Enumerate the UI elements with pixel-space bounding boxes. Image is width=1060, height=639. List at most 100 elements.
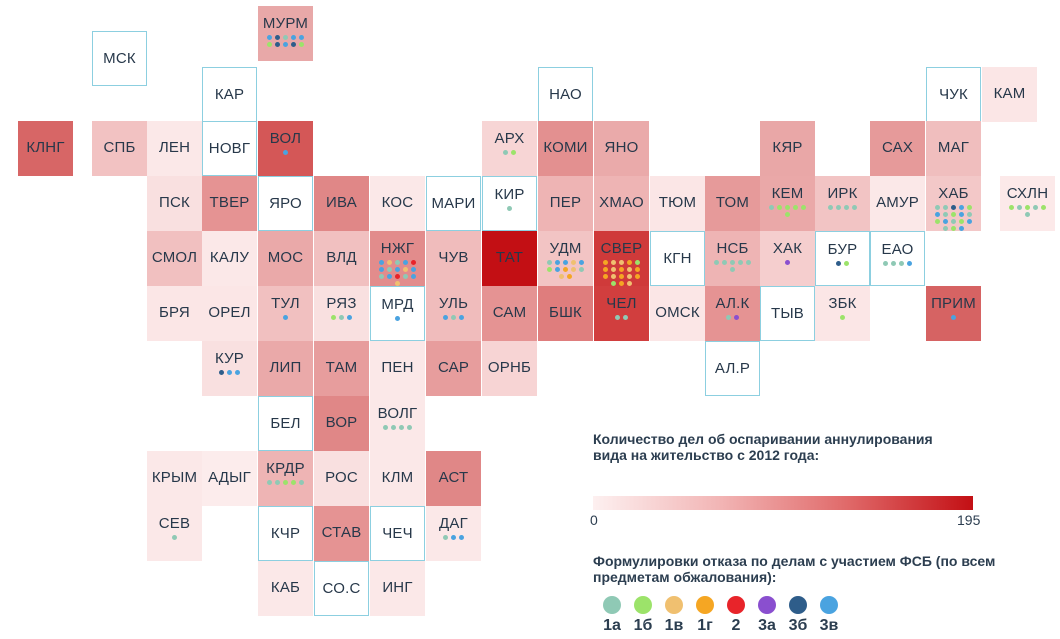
fsb-case-dot xyxy=(579,267,584,272)
fsb-case-dots xyxy=(594,260,649,286)
region-label: ПСК xyxy=(159,194,190,211)
fsb-case-dot xyxy=(967,219,972,224)
fsb-case-dots xyxy=(202,370,257,375)
region-label: АДЫГ xyxy=(208,469,251,486)
fsb-case-dot xyxy=(547,267,552,272)
region-label: УЛЬ xyxy=(438,295,469,312)
region-tile-тюм: ТЮМ xyxy=(650,176,705,231)
region-tile-омск: ОМСК xyxy=(650,286,705,341)
region-label: КЧР xyxy=(270,525,301,542)
region-label: БЕЛ xyxy=(270,415,301,432)
fsb-legend-item-3: 1г xyxy=(690,596,720,635)
fsb-case-dot xyxy=(395,281,400,286)
region-tile-лен: ЛЕН xyxy=(147,121,202,176)
region-tile-кам: КАМ xyxy=(982,67,1037,122)
fsb-case-dots xyxy=(760,260,815,265)
region-label: НСБ xyxy=(716,240,749,257)
region-label: ЧУВ xyxy=(438,249,469,266)
fsb-case-dot xyxy=(267,42,272,47)
fsb-case-dot xyxy=(331,315,336,320)
region-tile-мск: МСК xyxy=(92,31,147,86)
fsb-case-dot xyxy=(951,315,956,320)
fsb-legend-dot xyxy=(820,596,838,614)
region-label: РОС xyxy=(325,469,358,486)
region-label: СЕВ xyxy=(158,515,191,532)
region-tile-сев: СЕВ xyxy=(147,506,202,561)
fsb-case-dots xyxy=(926,315,981,320)
region-tile-уль: УЛЬ xyxy=(426,286,481,341)
fsb-case-dot xyxy=(387,260,392,265)
fsb-case-dot xyxy=(395,316,400,321)
fsb-case-dot xyxy=(571,260,576,265)
fsb-case-dot xyxy=(730,260,735,265)
region-tile-чув: ЧУВ xyxy=(426,231,481,286)
region-tile-орнб: ОРНБ xyxy=(482,341,537,396)
region-label: КОС xyxy=(381,194,414,211)
fsb-case-dot xyxy=(959,205,964,210)
gradient-min-label: 0 xyxy=(590,512,598,528)
fsb-case-dot xyxy=(283,480,288,485)
fsb-case-dot xyxy=(899,261,904,266)
fsb-case-dots xyxy=(538,260,593,279)
region-tile-влд: ВЛД xyxy=(314,231,369,286)
fsb-case-dot xyxy=(943,219,948,224)
region-tile-хаб: ХАБ xyxy=(926,176,981,231)
fsb-case-dot xyxy=(730,267,735,272)
region-tile-вол: ВОЛ xyxy=(258,121,313,176)
region-label: МСК xyxy=(103,50,136,67)
region-tile-тул: ТУЛ xyxy=(258,286,313,341)
fsb-case-dot xyxy=(379,260,384,265)
fsb-case-dot xyxy=(777,205,782,210)
fsb-case-dot xyxy=(299,480,304,485)
region-label: ПРИМ xyxy=(931,295,976,312)
region-tile-клнг: КЛНГ xyxy=(18,121,73,176)
region-label: НАО xyxy=(549,86,582,103)
region-tile-став: СТАВ xyxy=(314,506,369,561)
region-label: ВОР xyxy=(325,414,358,431)
fsb-case-dots xyxy=(258,35,313,47)
fsb-case-dot xyxy=(785,260,790,265)
fsb-case-dots xyxy=(371,316,424,321)
region-label: КЕМ xyxy=(771,185,804,202)
fsb-case-dots xyxy=(370,260,425,286)
region-tile-ирк: ИРК xyxy=(815,176,870,231)
region-label: САМ xyxy=(492,304,527,321)
fsb-case-dot xyxy=(275,42,280,47)
fsb-legend-dot xyxy=(634,596,652,614)
fsb-case-dot xyxy=(1025,205,1030,210)
fsb-legend-label: 3в xyxy=(819,617,839,634)
fsb-case-dot xyxy=(383,425,388,430)
fsb-case-dot xyxy=(395,260,400,265)
region-tile-прим: ПРИМ xyxy=(926,286,981,341)
region-label: МАРИ xyxy=(431,195,476,212)
region-tile-кур: КУР xyxy=(202,341,257,396)
fsb-case-dot xyxy=(722,260,727,265)
region-label: ПЕР xyxy=(549,194,582,211)
fsb-case-dots xyxy=(426,535,481,540)
region-tile-там: ТАМ xyxy=(314,341,369,396)
fsb-case-dot xyxy=(619,267,624,272)
case-count-gradient-bar xyxy=(593,496,973,510)
fsb-case-dots xyxy=(815,205,870,210)
region-label: СВЕР xyxy=(600,240,643,257)
region-tile-сам: САМ xyxy=(482,286,537,341)
region-tile-свер: СВЕР xyxy=(594,231,649,286)
fsb-case-dot xyxy=(275,35,280,40)
fsb-case-dot xyxy=(275,480,280,485)
fsb-case-dot xyxy=(734,315,739,320)
region-label: НЖГ xyxy=(380,240,415,257)
region-tile-вор: ВОР xyxy=(314,396,369,451)
region-label: ЯНО xyxy=(604,139,639,156)
region-label: ТОМ xyxy=(715,194,750,211)
region-label: ЗБК xyxy=(828,295,857,312)
region-label: КЛНГ xyxy=(26,139,65,156)
fsb-case-dot xyxy=(403,274,408,279)
region-tile-каб: КАБ xyxy=(258,561,313,616)
fsb-case-dot xyxy=(603,260,608,265)
fsb-case-dot xyxy=(635,260,640,265)
fsb-case-dot xyxy=(1041,205,1046,210)
region-tile-ал-р: АЛ.Р xyxy=(705,341,760,396)
region-label: АЛ.Р xyxy=(714,360,751,377)
fsb-case-dot xyxy=(959,219,964,224)
fsb-legend-label: 3а xyxy=(758,617,776,634)
